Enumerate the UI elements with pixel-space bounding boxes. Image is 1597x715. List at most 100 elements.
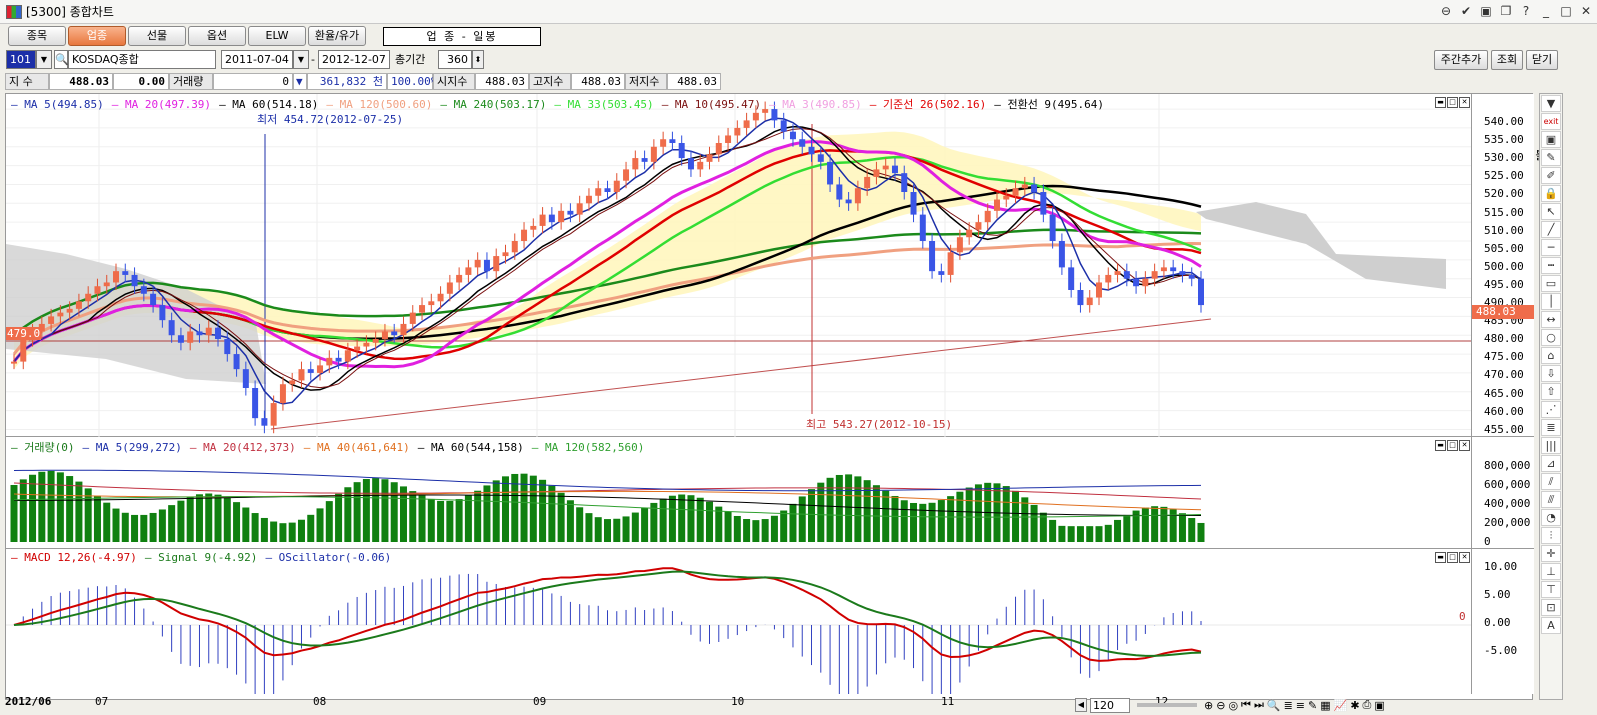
cursor-icon[interactable]: ↖ xyxy=(1541,203,1561,220)
start-date-input[interactable]: 2011-07-04 xyxy=(221,50,293,69)
save-icon[interactable]: ▣ xyxy=(1541,131,1561,148)
volume-plot[interactable] xyxy=(6,437,1471,549)
cycle-icon[interactable]: ◔ xyxy=(1541,509,1561,526)
panel-minimize-icon[interactable]: ▬ xyxy=(1435,552,1446,563)
legend-item: — MA 20(412,373) xyxy=(189,441,296,454)
arrow-up-icon[interactable]: ⇧ xyxy=(1541,383,1561,400)
candle xyxy=(215,327,222,339)
search-icon[interactable]: 🔍 xyxy=(54,50,69,69)
restore-icon[interactable]: ❐ xyxy=(1500,4,1512,18)
text-icon[interactable]: A xyxy=(1541,617,1561,634)
link-icon[interactable]: ⊖ xyxy=(1440,4,1452,18)
grid-icon[interactable]: ▦ xyxy=(1320,698,1331,712)
code-input[interactable]: 101 xyxy=(6,50,36,69)
candle xyxy=(966,229,973,238)
zoom-input[interactable]: 120 xyxy=(1090,697,1130,713)
panel-maximize-icon[interactable]: □ xyxy=(1447,97,1458,108)
first-icon[interactable]: ⏮ xyxy=(1241,698,1251,711)
house-icon[interactable]: ⌂ xyxy=(1541,347,1561,364)
search-button[interactable]: 조회 xyxy=(1491,50,1523,70)
pen-icon[interactable]: ✎ xyxy=(1308,698,1318,712)
candle xyxy=(131,274,138,287)
macd-panel[interactable]: — MACD 12,26(-4.97) — Signal 9(-4.92) — OS… xyxy=(6,549,1534,694)
check-icon[interactable]: ✔ xyxy=(1460,4,1472,18)
candle xyxy=(632,158,639,170)
panel-maximize-icon[interactable]: □ xyxy=(1447,552,1458,563)
period-spin-icon[interactable]: ⬍ xyxy=(472,50,484,69)
period-input[interactable]: 360 xyxy=(438,50,472,69)
maximize-icon[interactable]: □ xyxy=(1560,4,1572,18)
retrace-icon[interactable]: ⊥ xyxy=(1541,563,1561,580)
tab-elw[interactable]: ELW xyxy=(248,26,306,46)
week-add-button[interactable]: 주간추가 xyxy=(1434,50,1488,70)
dash-icon[interactable]: ┅ xyxy=(1541,257,1561,274)
circle-icon[interactable]: ○ xyxy=(1541,329,1561,346)
pitch-icon[interactable]: ⫶ xyxy=(1541,527,1561,544)
help-icon[interactable]: ? xyxy=(1522,4,1530,18)
tab-fx[interactable]: 환율/유가 xyxy=(308,26,366,46)
cross-icon[interactable]: ✛ xyxy=(1541,545,1561,562)
panel-close-icon[interactable]: ✕ xyxy=(1459,552,1470,563)
volume-bar xyxy=(437,500,445,542)
zoom-slider[interactable] xyxy=(1137,703,1197,707)
zoom-reset-icon[interactable]: ◎ xyxy=(1228,698,1239,712)
tab-options[interactable]: 옵션 xyxy=(188,26,246,46)
rect-icon[interactable]: ▭ xyxy=(1541,275,1561,292)
scroll-bar[interactable]: ◀ 120 ⊕ ⊖ ◎ ⏮ ⏭ 🔍 ≣ ≡ ✎ ▦ 📈 ✱ ⎙ ▣ xyxy=(1075,696,1535,714)
channel-icon[interactable]: ⫻ xyxy=(1541,491,1561,508)
panel-close-icon[interactable]: ✕ xyxy=(1459,440,1470,451)
palette-icon[interactable]: ✱ xyxy=(1350,698,1360,712)
level-icon[interactable]: ⊤ xyxy=(1541,581,1561,598)
candle xyxy=(910,192,917,215)
pin-icon[interactable]: ▼ xyxy=(1541,95,1561,112)
chart-area[interactable]: — MA 5(494.85) — MA 20(497.39) — MA 60(514… xyxy=(5,93,1534,700)
tab-stock[interactable]: 종목 xyxy=(8,26,66,46)
tab-futures[interactable]: 선물 xyxy=(128,26,186,46)
brush-icon[interactable]: ✎ xyxy=(1541,149,1561,166)
arrow-down-icon[interactable]: ⇩ xyxy=(1541,365,1561,382)
line-style-icon[interactable]: ≡ xyxy=(1295,698,1305,712)
tab-sector[interactable]: 업종 xyxy=(68,26,126,46)
trendline-icon[interactable]: ╱ xyxy=(1541,221,1561,238)
volume-bar xyxy=(1030,504,1038,542)
fan-icon[interactable]: ⋰ xyxy=(1541,401,1561,418)
start-date-dropdown-icon[interactable]: ▼ xyxy=(293,50,309,69)
speed-icon[interactable]: ⫽ xyxy=(1541,473,1561,490)
find-icon[interactable]: 🔍 xyxy=(1266,698,1281,712)
vline-icon[interactable]: │ xyxy=(1541,293,1561,310)
hruler-icon[interactable]: ↔ xyxy=(1541,311,1561,328)
code-dropdown-icon[interactable]: ▼ xyxy=(36,50,52,69)
minimize-icon[interactable]: _ xyxy=(1543,4,1549,18)
chart-icon[interactable]: 📈 xyxy=(1333,698,1348,712)
box-icon[interactable]: ⊡ xyxy=(1541,599,1561,616)
panel-minimize-icon[interactable]: ▬ xyxy=(1435,440,1446,451)
fib-icon[interactable]: ≣ xyxy=(1541,419,1561,436)
gann-icon[interactable]: ⊿ xyxy=(1541,455,1561,472)
price-panel[interactable]: — MA 5(494.85) — MA 20(497.39) — MA 60(514… xyxy=(6,94,1534,437)
list-icon[interactable]: ≣ xyxy=(1283,698,1293,712)
lock-icon[interactable]: 🔒 xyxy=(1541,185,1561,202)
scroll-left-icon[interactable]: ◀ xyxy=(1075,698,1087,712)
y-tick-label: 400,000 xyxy=(1484,497,1531,510)
close-button[interactable]: 닫기 xyxy=(1526,50,1558,70)
print-icon[interactable]: ⎙ xyxy=(1362,698,1372,711)
zoom-in-icon[interactable]: ⊕ xyxy=(1204,698,1214,712)
window-icon[interactable]: ▣ xyxy=(1480,4,1492,18)
hline-icon[interactable]: ─ xyxy=(1541,239,1561,256)
volume-bar xyxy=(1151,506,1159,542)
exit-icon[interactable]: exit xyxy=(1541,113,1561,130)
volume-panel[interactable]: — 거래량(0) — MA 5(299,272) — MA 20(412,373) —… xyxy=(6,437,1534,549)
candle xyxy=(697,161,704,170)
tool-icon[interactable]: ✐ xyxy=(1541,167,1561,184)
bars-icon[interactable]: ||| xyxy=(1541,437,1561,454)
close-icon[interactable]: ✕ xyxy=(1580,4,1592,18)
panel-maximize-icon[interactable]: □ xyxy=(1447,440,1458,451)
end-date-input[interactable]: 2012-12-07 xyxy=(318,50,390,69)
price-plot[interactable] xyxy=(6,94,1471,437)
macd-plot[interactable] xyxy=(6,549,1471,694)
panel-minimize-icon[interactable]: ▬ xyxy=(1435,97,1446,108)
save-icon[interactable]: ▣ xyxy=(1374,698,1385,712)
zoom-out-icon[interactable]: ⊖ xyxy=(1216,698,1226,712)
panel-close-icon[interactable]: ✕ xyxy=(1459,97,1470,108)
last-icon[interactable]: ⏭ xyxy=(1253,698,1264,711)
